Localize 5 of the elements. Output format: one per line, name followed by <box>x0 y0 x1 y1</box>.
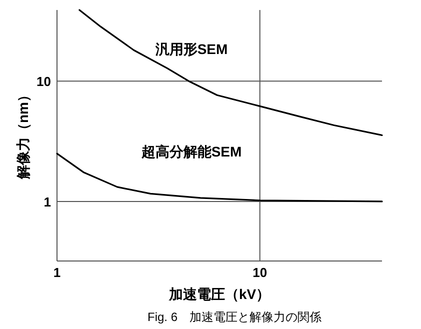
y-axis-title: 解像力（nm） <box>15 88 31 180</box>
caption: Fig. 6 加速電圧と解像力の関係 <box>147 310 322 324</box>
x-axis-title: 加速電圧（kV） <box>168 286 270 302</box>
text: 超高分解能SEM <box>140 144 242 160</box>
series-label: 汎用形SEM <box>154 40 228 57</box>
